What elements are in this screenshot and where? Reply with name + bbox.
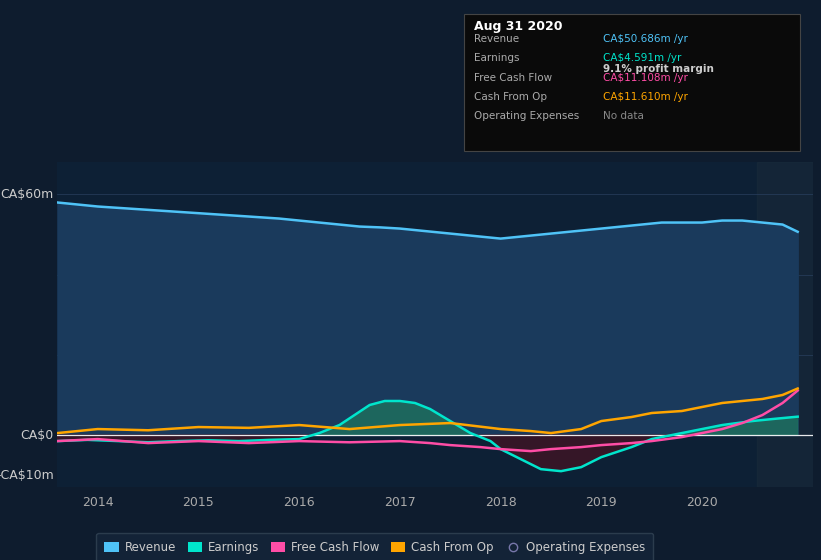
Legend: Revenue, Earnings, Free Cash Flow, Cash From Op, Operating Expenses: Revenue, Earnings, Free Cash Flow, Cash … xyxy=(96,533,654,560)
Text: -CA$10m: -CA$10m xyxy=(0,469,53,482)
Text: CA$4.591m /yr: CA$4.591m /yr xyxy=(603,53,681,63)
Text: Earnings: Earnings xyxy=(474,53,519,63)
Text: Free Cash Flow: Free Cash Flow xyxy=(474,73,552,83)
Text: 9.1% profit margin: 9.1% profit margin xyxy=(603,64,714,74)
Text: CA$0: CA$0 xyxy=(21,428,53,442)
Text: CA$50.686m /yr: CA$50.686m /yr xyxy=(603,34,688,44)
Text: Operating Expenses: Operating Expenses xyxy=(474,111,579,122)
Text: No data: No data xyxy=(603,111,644,122)
Bar xyxy=(758,162,813,487)
Text: CA$11.610m /yr: CA$11.610m /yr xyxy=(603,92,688,102)
Text: CA$11.108m /yr: CA$11.108m /yr xyxy=(603,73,688,83)
Text: Aug 31 2020: Aug 31 2020 xyxy=(474,20,562,32)
Text: Cash From Op: Cash From Op xyxy=(474,92,547,102)
Text: CA$60m: CA$60m xyxy=(1,188,53,201)
Text: Revenue: Revenue xyxy=(474,34,519,44)
